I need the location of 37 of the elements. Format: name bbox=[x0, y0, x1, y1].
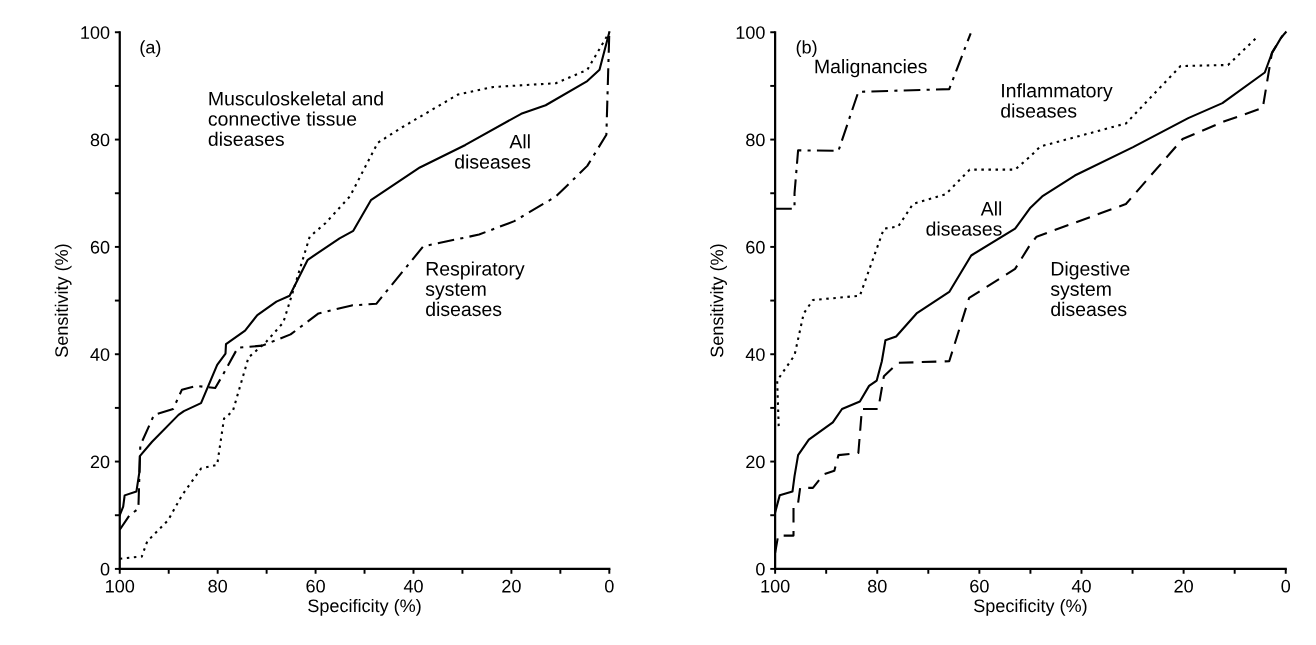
y-tick-label: 0 bbox=[100, 562, 110, 576]
x-tick-label: 0 bbox=[604, 579, 614, 593]
series-label: All diseases bbox=[926, 201, 1002, 236]
y-tick-label: 80 bbox=[746, 133, 765, 147]
y-tick-label: 20 bbox=[90, 455, 110, 469]
y-tick-label: 20 bbox=[746, 455, 765, 469]
series-label: Malignancies bbox=[815, 59, 927, 78]
series-label: Digestive system diseases bbox=[1050, 261, 1130, 317]
y-tick-label: 60 bbox=[90, 240, 110, 254]
x-tick-label: 100 bbox=[106, 579, 135, 593]
x-axis-title: Specificity (%) bbox=[308, 598, 421, 616]
x-tick-label: 20 bbox=[1174, 579, 1193, 593]
x-tick-label: 60 bbox=[970, 579, 989, 593]
x-axis-title: Specificity (%) bbox=[974, 598, 1087, 616]
y-tick-label: 60 bbox=[746, 240, 765, 254]
series-label: Musculoskeletal and connective tissue diseases bbox=[208, 91, 383, 147]
y-tick-label: 40 bbox=[745, 348, 765, 361]
y-tick-label: 100 bbox=[736, 26, 765, 39]
x-tick-label: 80 bbox=[867, 579, 887, 593]
x-tick-label: 60 bbox=[306, 579, 325, 593]
y-tick-label: 100 bbox=[81, 26, 110, 39]
x-tick-label: 0 bbox=[1281, 579, 1291, 593]
y-tick-label: 80 bbox=[90, 133, 110, 147]
y-tick-label: 40 bbox=[90, 348, 110, 361]
x-tick-label: 40 bbox=[403, 579, 423, 593]
x-tick-label: 20 bbox=[502, 579, 521, 593]
x-tick-label: 80 bbox=[208, 579, 227, 593]
y-axis-title: Sensitivity (%) bbox=[54, 244, 72, 357]
series-label: Inflammatory diseases bbox=[1001, 83, 1113, 118]
x-tick-label: 100 bbox=[761, 579, 790, 593]
series-label: Respiratory system diseases bbox=[425, 261, 525, 317]
series-label: All diseases bbox=[455, 134, 531, 169]
y-axis-title: Sensitivity (%) bbox=[710, 244, 727, 357]
chart-title: (a) bbox=[140, 40, 161, 58]
y-tick-label: 0 bbox=[756, 562, 765, 576]
x-tick-label: 40 bbox=[1071, 579, 1091, 593]
chart-title: (b) bbox=[796, 40, 817, 58]
